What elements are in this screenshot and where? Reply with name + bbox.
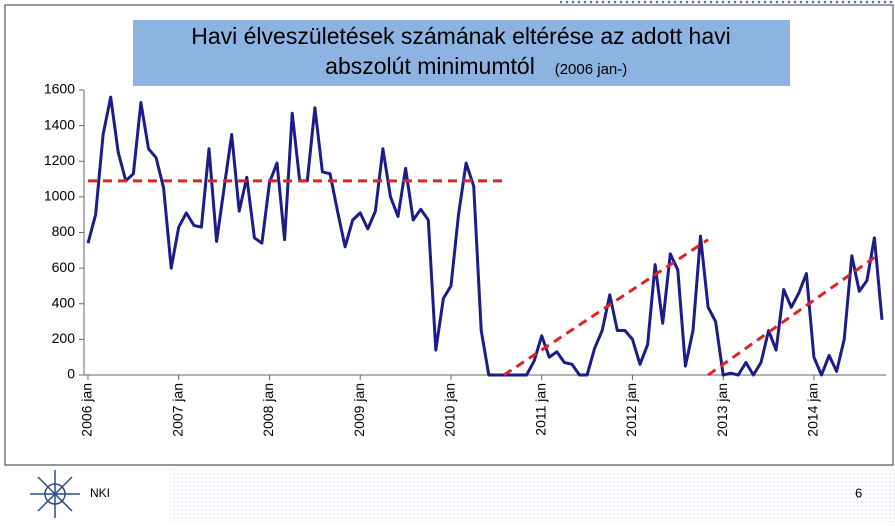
y-tick-label: 1000	[44, 188, 75, 204]
y-tick-label: 1600	[44, 81, 75, 97]
trend-line	[707, 256, 876, 377]
y-tick-label: 800	[52, 223, 76, 239]
x-tick-label: 2011 jan	[532, 383, 548, 436]
x-tick-label: 2007 jan	[169, 383, 185, 437]
chart-subtitle: (2006 jan-)	[555, 61, 628, 78]
logo	[30, 470, 80, 518]
y-tick-label: 200	[52, 330, 76, 346]
x-tick-label: 2012 jan	[623, 383, 639, 437]
org-name: NKI	[90, 486, 110, 500]
y-tick-label: 600	[52, 259, 76, 275]
x-tick-label: 2010 jan	[442, 383, 458, 437]
y-tick-label: 400	[52, 294, 76, 310]
y-tick-label: 1200	[44, 152, 75, 168]
data-line	[86, 95, 884, 377]
y-tick-label: 0	[67, 366, 75, 382]
x-tick-label: 2014 jan	[805, 383, 821, 437]
y-tick-label: 1400	[44, 116, 75, 132]
title-box	[133, 20, 790, 86]
x-tick-label: 2006 jan	[79, 383, 95, 437]
chart-title: Havi élveszületések számának eltérése az…	[191, 23, 731, 49]
decor-dots	[560, 0, 895, 5]
x-tick-label: 2013 jan	[714, 383, 730, 437]
x-tick-label: 2009 jan	[351, 383, 367, 437]
chart-title: abszolút minimumtól	[325, 53, 535, 79]
x-tick-label: 2008 jan	[260, 383, 276, 437]
footer-dots	[170, 470, 895, 522]
page-number: 6	[855, 485, 862, 500]
trend-line	[503, 238, 709, 377]
